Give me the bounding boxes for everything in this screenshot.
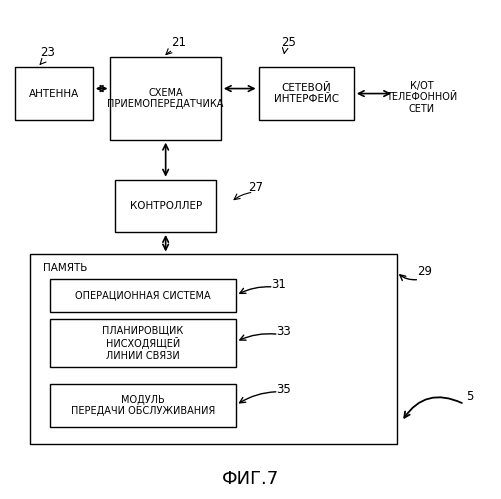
Text: МОДУЛЬ
ПЕРЕДАЧИ ОБСЛУЖИВАНИЯ: МОДУЛЬ ПЕРЕДАЧИ ОБСЛУЖИВАНИЯ [71, 395, 215, 416]
Text: 29: 29 [416, 265, 431, 278]
Bar [50, 319, 235, 367]
Text: ПЛАНИРОВЩИК
НИСХОДЯЩЕЙ
ЛИНИИ СВЯЗИ: ПЛАНИРОВЩИК НИСХОДЯЩЕЙ ЛИНИИ СВЯЗИ [102, 325, 183, 361]
Text: 5: 5 [465, 390, 472, 403]
Text: КОНТРОЛЛЕР: КОНТРОЛЛЕР [129, 201, 201, 211]
Text: СХЕМА
ПРИЕМОПЕРЕДАТЧИКА: СХЕМА ПРИЕМОПЕРЕДАТЧИКА [107, 88, 223, 109]
Text: 23: 23 [40, 46, 55, 59]
Text: 25: 25 [281, 36, 296, 49]
Text: 21: 21 [170, 36, 185, 49]
Text: АНТЕННА: АНТЕННА [29, 88, 79, 99]
Bar [110, 57, 220, 140]
Bar [50, 384, 235, 427]
Bar [50, 279, 235, 312]
Bar [15, 67, 93, 120]
Bar [115, 180, 215, 232]
Text: 35: 35 [276, 383, 291, 396]
Text: 31: 31 [271, 278, 286, 291]
Text: СЕТЕВОЙ
ИНТЕРФЕЙС: СЕТЕВОЙ ИНТЕРФЕЙС [273, 83, 338, 104]
Text: ПАМЯТЬ: ПАМЯТЬ [43, 263, 87, 273]
Text: ОПЕРАЦИОННАЯ СИСТЕМА: ОПЕРАЦИОННАЯ СИСТЕМА [75, 290, 210, 301]
Text: К/ОТ
ТЕЛЕФОННОЙ
СЕТИ: К/ОТ ТЕЛЕФОННОЙ СЕТИ [385, 81, 456, 114]
Bar [258, 67, 353, 120]
Text: 27: 27 [248, 181, 263, 194]
Text: ФИГ.7: ФИГ.7 [222, 470, 279, 488]
Bar [30, 254, 396, 444]
Text: 33: 33 [276, 325, 291, 338]
